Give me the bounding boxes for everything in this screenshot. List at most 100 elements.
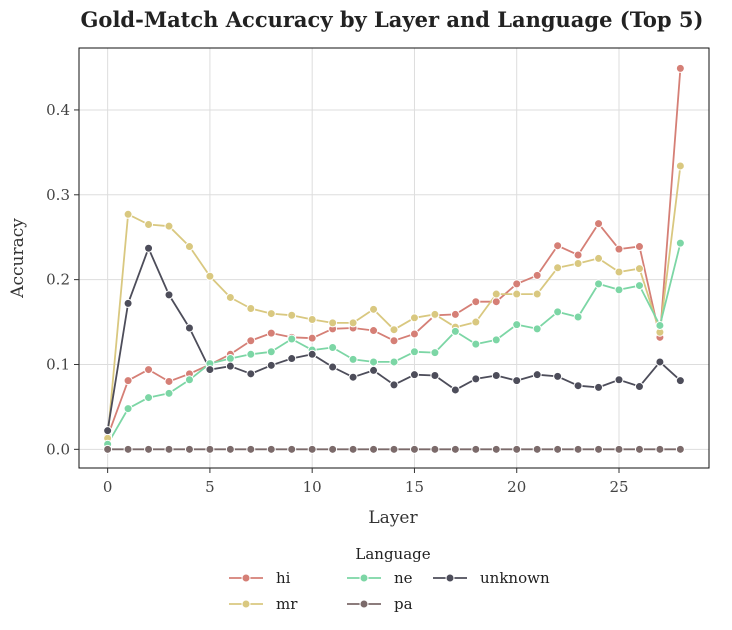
point-mr — [594, 253, 604, 263]
point-unknown — [675, 376, 685, 386]
point-pa — [512, 444, 522, 454]
point-hi — [532, 270, 542, 280]
point-ne — [675, 238, 685, 248]
legend-label-ne: ne — [394, 569, 413, 587]
point-mr — [307, 315, 317, 325]
point-unknown — [123, 298, 133, 308]
point-ne — [553, 307, 563, 317]
point-pa — [450, 444, 460, 454]
point-pa — [144, 444, 154, 454]
point-hi — [409, 329, 419, 339]
point-ne — [430, 348, 440, 358]
point-mr — [389, 325, 399, 335]
point-hi — [512, 279, 522, 289]
series-points — [103, 63, 685, 454]
point-unknown — [430, 371, 440, 381]
point-unknown — [287, 354, 297, 364]
x-tick-label: 10 — [303, 478, 322, 496]
point-unknown — [184, 323, 194, 333]
point-unknown — [205, 365, 215, 375]
y-tick-label: 0.0 — [46, 440, 70, 458]
point-hi — [144, 365, 154, 375]
point-unknown — [409, 370, 419, 380]
point-unknown — [164, 290, 174, 300]
point-pa — [389, 444, 399, 454]
point-ne — [512, 320, 522, 330]
point-ne — [471, 339, 481, 349]
point-hi — [553, 241, 563, 251]
point-unknown — [491, 371, 501, 381]
point-hi — [246, 336, 256, 346]
point-ne — [655, 320, 665, 330]
point-hi — [307, 333, 317, 343]
point-ne — [409, 347, 419, 357]
point-mr — [164, 221, 174, 231]
point-hi — [675, 63, 685, 73]
point-pa — [307, 444, 317, 454]
point-mr — [348, 318, 358, 328]
point-unknown — [450, 385, 460, 395]
point-ne — [614, 285, 624, 295]
point-pa — [430, 444, 440, 454]
point-pa — [225, 444, 235, 454]
point-pa — [553, 444, 563, 454]
point-mr — [471, 317, 481, 327]
point-ne — [328, 343, 338, 353]
legend-label-mr: mr — [276, 595, 298, 613]
point-mr — [184, 242, 194, 252]
point-ne — [532, 324, 542, 334]
point-hi — [634, 242, 644, 252]
point-ne — [123, 404, 133, 414]
point-mr — [369, 304, 379, 314]
point-unknown — [328, 362, 338, 372]
y-tick-label: 0.2 — [46, 271, 70, 289]
point-pa — [287, 444, 297, 454]
x-tick-label: 15 — [405, 478, 424, 496]
series-line-mr — [106, 165, 682, 439]
point-pa — [328, 444, 338, 454]
point-pa — [614, 444, 624, 454]
legend: Language hi mr ne pa unknown — [229, 545, 550, 613]
x-axis-label: Layer — [368, 508, 418, 528]
point-mr — [409, 313, 419, 323]
point-hi — [123, 376, 133, 386]
point-unknown — [144, 243, 154, 253]
point-unknown — [614, 375, 624, 385]
point-ne — [246, 349, 256, 359]
x-tick-label: 20 — [507, 478, 526, 496]
y-axis-ticks: 0.0 0.1 0.2 0.3 0.4 — [46, 101, 79, 458]
x-tick-label: 5 — [205, 478, 215, 496]
point-mr — [573, 259, 583, 269]
legend-marker-pa — [359, 599, 369, 609]
point-ne — [144, 393, 154, 403]
point-mr — [266, 309, 276, 319]
y-tick-label: 0.3 — [46, 186, 70, 204]
point-mr — [123, 209, 133, 219]
point-unknown — [573, 381, 583, 391]
legend-marker-ne — [359, 573, 369, 583]
point-unknown — [655, 357, 665, 367]
point-pa — [491, 444, 501, 454]
y-tick-label: 0.1 — [46, 355, 70, 373]
point-ne — [634, 281, 644, 291]
plot-frame — [78, 47, 710, 469]
point-hi — [614, 244, 624, 254]
point-unknown — [512, 376, 522, 386]
point-mr — [225, 292, 235, 302]
point-mr — [634, 264, 644, 274]
point-ne — [225, 354, 235, 364]
point-hi — [491, 297, 501, 307]
legend-marker-hi — [241, 573, 251, 583]
legend-label-unknown: unknown — [480, 569, 550, 587]
point-unknown — [634, 382, 644, 392]
point-pa — [594, 444, 604, 454]
grid-lines — [79, 48, 709, 468]
point-pa — [675, 444, 685, 454]
point-ne — [594, 279, 604, 289]
point-unknown — [369, 365, 379, 375]
point-hi — [450, 309, 460, 319]
point-ne — [164, 388, 174, 398]
point-mr — [205, 271, 215, 281]
point-mr — [430, 309, 440, 319]
